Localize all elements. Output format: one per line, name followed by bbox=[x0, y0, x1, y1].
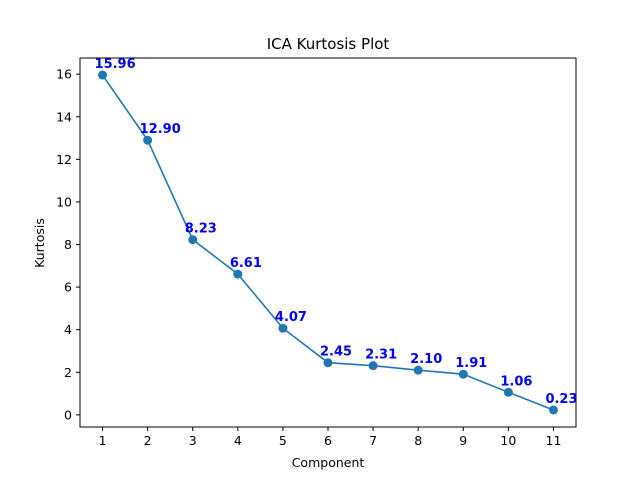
x-tick-label: 11 bbox=[546, 433, 562, 448]
data-label: 8.23 bbox=[185, 222, 217, 237]
data-point bbox=[458, 369, 468, 379]
y-tick-label: 2 bbox=[64, 365, 72, 380]
data-point bbox=[503, 387, 513, 397]
data-label: 15.96 bbox=[95, 57, 136, 72]
data-point bbox=[98, 70, 108, 80]
y-tick-label: 8 bbox=[64, 237, 72, 252]
y-tick-label: 14 bbox=[56, 109, 72, 124]
y-tick-label: 6 bbox=[64, 280, 72, 295]
data-label: 1.06 bbox=[500, 374, 532, 389]
data-label: 12.90 bbox=[140, 122, 181, 137]
y-tick-label: 16 bbox=[56, 67, 72, 82]
x-tick-label: 10 bbox=[500, 433, 516, 448]
x-tick-label: 1 bbox=[99, 433, 107, 448]
y-tick-label: 4 bbox=[64, 322, 72, 337]
x-tick-label: 2 bbox=[144, 433, 152, 448]
y-tick-label: 10 bbox=[56, 194, 72, 209]
y-axis-label: Kurtosis bbox=[32, 218, 47, 268]
data-label: 4.07 bbox=[275, 310, 307, 325]
data-label: 0.23 bbox=[545, 392, 577, 407]
data-label: 2.45 bbox=[320, 345, 352, 360]
x-tick-label: 7 bbox=[369, 433, 377, 448]
x-tick-label: 6 bbox=[324, 433, 332, 448]
data-label: 6.61 bbox=[230, 256, 262, 271]
x-tick-label: 9 bbox=[459, 433, 467, 448]
x-tick-label: 4 bbox=[234, 433, 242, 448]
plot-area: 1 2 3 4 5 6 7 8 9 10 11024681012141615.9612.908.23… bbox=[56, 57, 577, 448]
data-point bbox=[323, 358, 333, 368]
x-tick-label: 5 bbox=[279, 433, 287, 448]
data-point bbox=[368, 361, 378, 371]
y-tick-label: 12 bbox=[56, 152, 72, 167]
x-tick-label: 3 bbox=[189, 433, 197, 448]
axes-frame bbox=[79, 57, 577, 428]
data-label: 1.91 bbox=[455, 356, 487, 371]
data-point bbox=[188, 235, 198, 245]
data-label: 2.10 bbox=[410, 352, 442, 367]
data-point bbox=[278, 323, 288, 333]
data-point bbox=[413, 365, 423, 375]
data-label: 2.31 bbox=[365, 348, 397, 363]
x-tick-label: 8 bbox=[414, 433, 422, 448]
data-point bbox=[548, 405, 558, 415]
x-axis-label: Component bbox=[292, 455, 365, 470]
chart-title: ICA Kurtosis Plot bbox=[267, 35, 390, 53]
data-point bbox=[233, 269, 243, 279]
data-point bbox=[143, 135, 153, 145]
y-tick-label: 0 bbox=[64, 407, 72, 422]
